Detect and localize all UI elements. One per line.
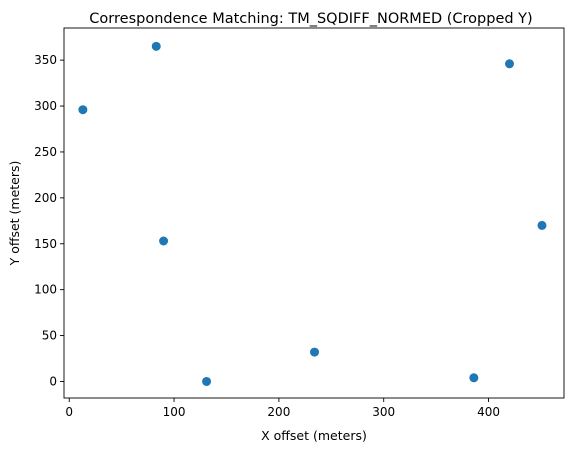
x-tick-label: 200 [267, 405, 290, 419]
data-point [78, 105, 88, 115]
y-tick-label: 250 [34, 145, 57, 159]
y-tick-label: 300 [34, 99, 57, 113]
data-point [537, 220, 547, 230]
y-axis: 0 50 100 150 200 250 300 350 [34, 53, 64, 388]
y-tick-label: 50 [42, 329, 57, 343]
x-axis-label: X offset (meters) [261, 428, 367, 443]
y-tick-label: 350 [34, 53, 57, 67]
data-points [78, 41, 547, 386]
data-point [504, 59, 514, 69]
x-tick-label: 400 [477, 405, 500, 419]
y-tick-label: 100 [34, 283, 57, 297]
x-tick-label: 300 [372, 405, 395, 419]
x-tick-label: 100 [163, 405, 186, 419]
y-tick-label: 200 [34, 191, 57, 205]
data-point [159, 236, 169, 246]
chart-title: Correspondence Matching: TM_SQDIFF_NORME… [89, 11, 532, 27]
data-point [469, 373, 479, 383]
y-tick-label: 150 [34, 237, 57, 251]
data-point [202, 376, 212, 386]
plot-area [63, 27, 565, 399]
x-axis: 0 100 200 300 400 [65, 398, 500, 419]
data-point [151, 41, 161, 51]
y-tick-label: 0 [49, 374, 57, 388]
data-point [310, 347, 320, 357]
x-tick-label: 0 [65, 405, 73, 419]
y-axis-label: Y offset (meters) [7, 161, 22, 267]
